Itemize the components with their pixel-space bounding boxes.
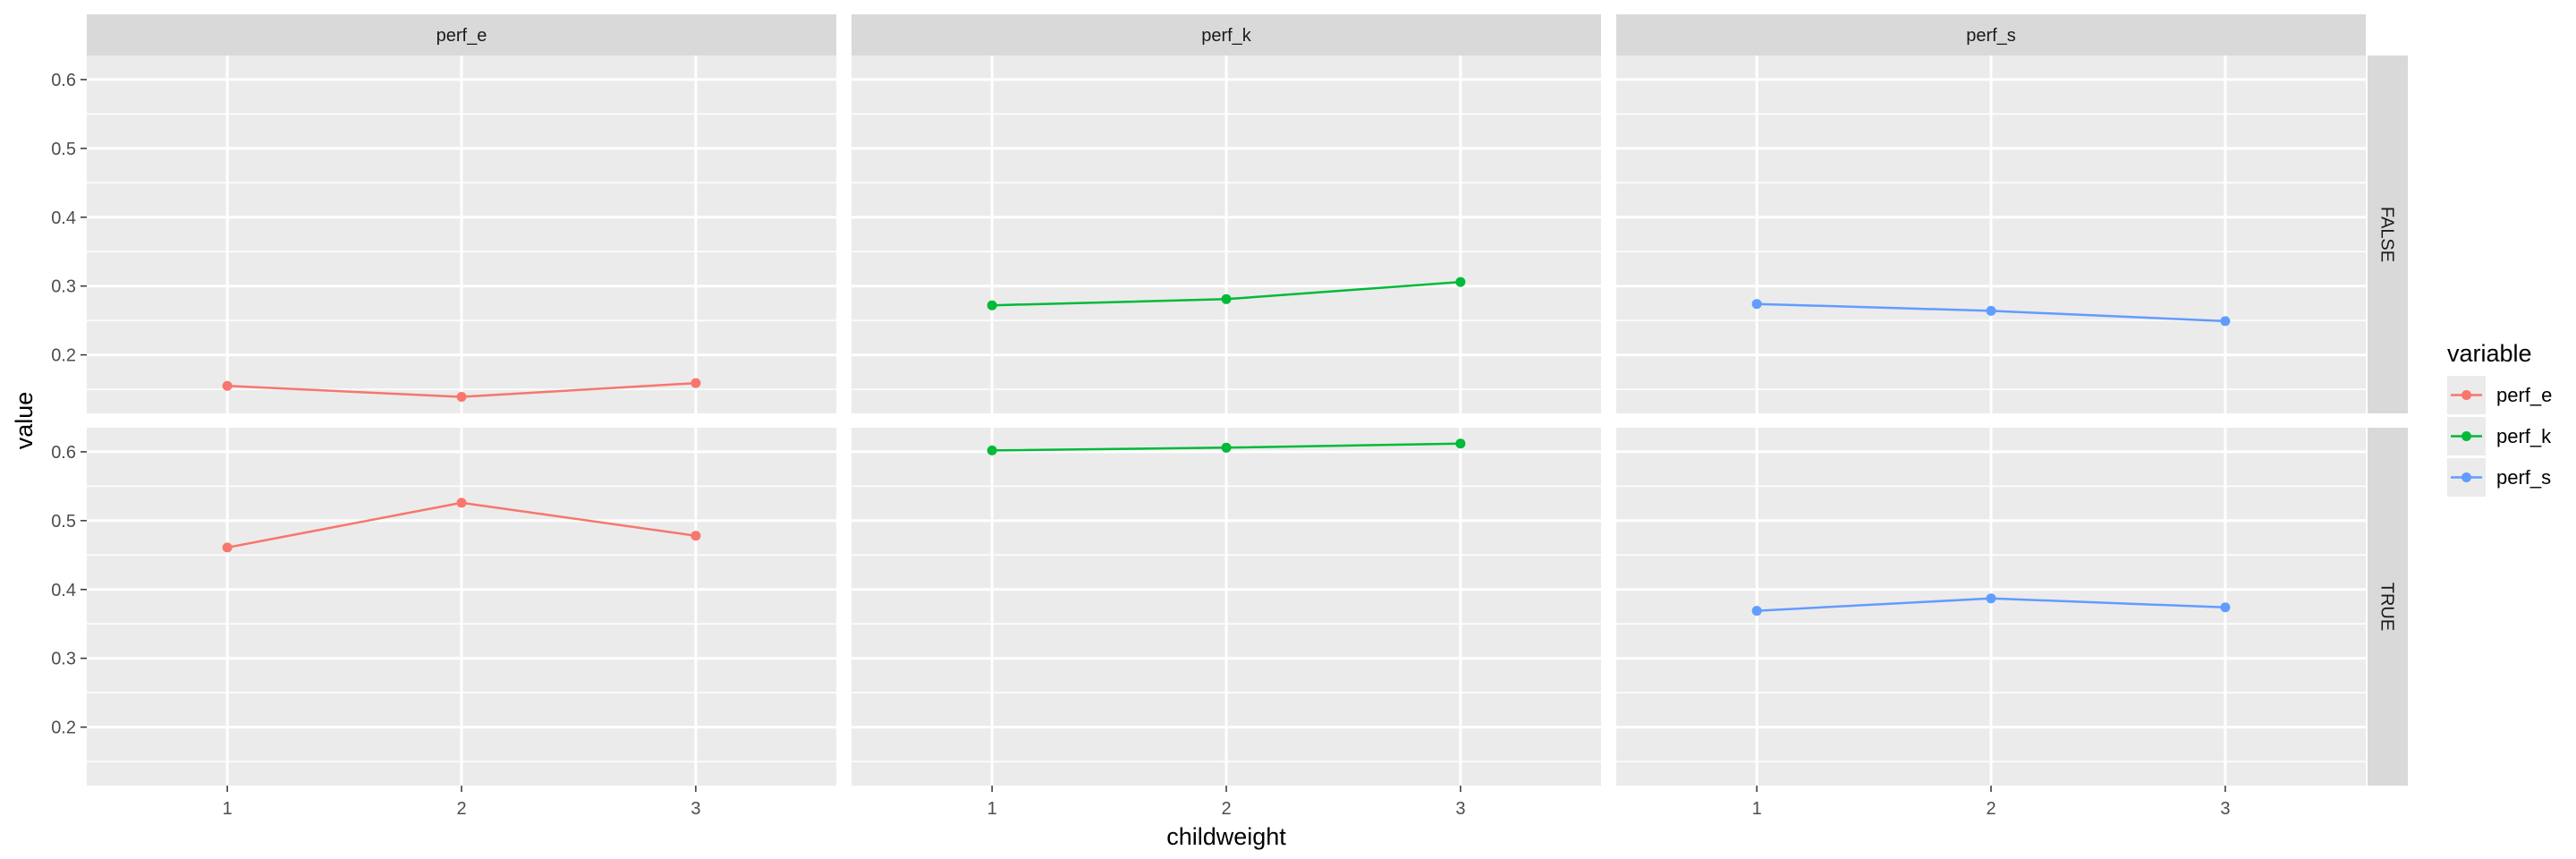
y-tick-label: 0.6 bbox=[51, 71, 76, 90]
data-point-perf_s bbox=[2220, 602, 2231, 613]
x-tick-label: 2 bbox=[456, 799, 466, 819]
x-tick-label: 3 bbox=[691, 799, 700, 819]
y-tick-label: 0.2 bbox=[51, 719, 76, 738]
legend-key-point bbox=[2462, 472, 2471, 482]
data-point-perf_s bbox=[1751, 606, 1762, 617]
legend-key-point bbox=[2462, 431, 2471, 441]
y-axis-title: value bbox=[11, 392, 38, 450]
data-point-perf_k bbox=[987, 300, 997, 310]
data-point-perf_e bbox=[691, 378, 701, 388]
data-point-perf_e bbox=[222, 542, 233, 553]
data-point-perf_k bbox=[1455, 276, 1466, 287]
x-tick-label: 1 bbox=[223, 799, 233, 819]
facet-strip-false bbox=[2368, 55, 2408, 413]
y-tick-label: 0.3 bbox=[51, 277, 76, 297]
y-tick-label: 0.6 bbox=[51, 443, 76, 463]
facet-strip-perf_s bbox=[1616, 14, 2366, 55]
y-tick-label: 0.5 bbox=[51, 140, 76, 159]
y-tick-label: 0.2 bbox=[51, 346, 76, 366]
data-point-perf_k bbox=[1221, 442, 1232, 453]
y-tick-label: 0.4 bbox=[51, 581, 76, 600]
x-tick-label: 1 bbox=[987, 799, 997, 819]
y-tick-label: 0.3 bbox=[51, 650, 76, 669]
facet-row-label: FALSE bbox=[2377, 207, 2397, 262]
legend-label: perf_e bbox=[2496, 384, 2552, 406]
data-point-perf_e bbox=[456, 392, 467, 403]
y-tick-label: 0.4 bbox=[51, 208, 76, 228]
data-point-perf_s bbox=[1986, 305, 1996, 316]
x-tick-label: 2 bbox=[1221, 799, 1231, 819]
facet-strip-perf_e bbox=[87, 14, 836, 55]
data-point-perf_e bbox=[222, 380, 233, 391]
data-point-perf_k bbox=[1221, 293, 1232, 304]
x-tick-label: 3 bbox=[2220, 799, 2230, 819]
y-tick-label: 0.5 bbox=[51, 512, 76, 532]
facet-row-label: TRUE bbox=[2377, 583, 2397, 631]
facet-strip-true bbox=[2368, 428, 2408, 786]
legend-key-point bbox=[2462, 390, 2471, 400]
facet-strip-label: perf_k bbox=[1201, 26, 1252, 46]
legend-title: variable bbox=[2447, 340, 2532, 367]
data-point-perf_k bbox=[1455, 438, 1466, 449]
x-tick-label: 3 bbox=[1455, 799, 1465, 819]
x-axis-title: childweight bbox=[1166, 823, 1286, 850]
legend-label: perf_s bbox=[2496, 466, 2551, 489]
facet-strip-label: perf_e bbox=[436, 26, 487, 46]
data-point-perf_e bbox=[691, 531, 701, 541]
legend-label: perf_k bbox=[2496, 425, 2552, 447]
data-point-perf_e bbox=[456, 498, 467, 508]
facet-strip-label: perf_s bbox=[1966, 26, 2016, 46]
x-tick-label: 2 bbox=[1986, 799, 1996, 819]
data-point-perf_s bbox=[2220, 316, 2231, 327]
data-point-perf_k bbox=[987, 445, 997, 455]
facet-strip-perf_k bbox=[852, 14, 1601, 55]
data-point-perf_s bbox=[1751, 299, 1762, 310]
data-point-perf_s bbox=[1986, 593, 1996, 604]
x-tick-label: 1 bbox=[1752, 799, 1762, 819]
